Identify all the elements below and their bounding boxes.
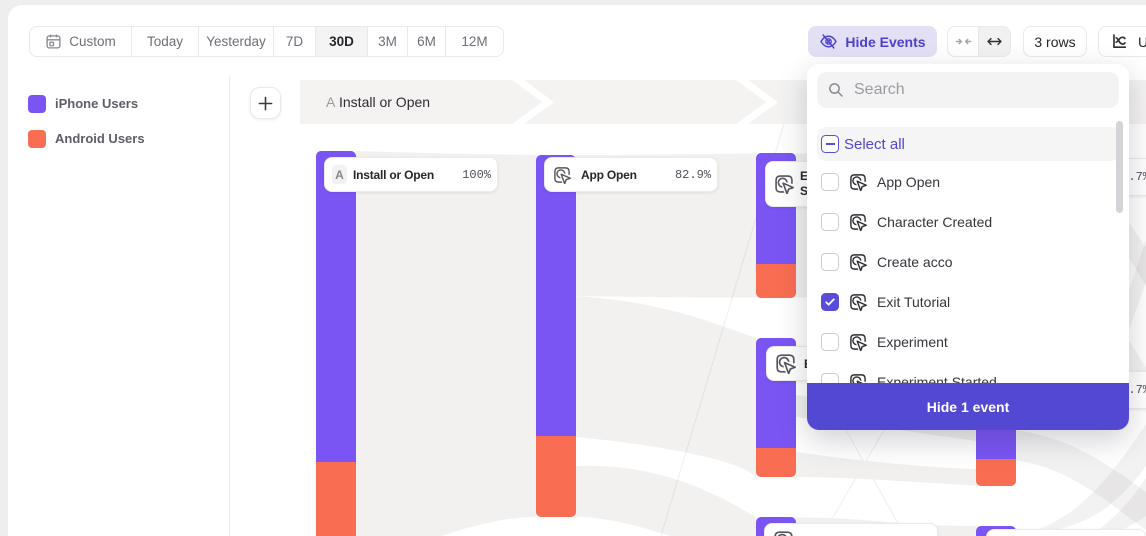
svg-text:Install or Open: Install or Open [339, 94, 430, 110]
svg-text:A: A [326, 94, 336, 110]
